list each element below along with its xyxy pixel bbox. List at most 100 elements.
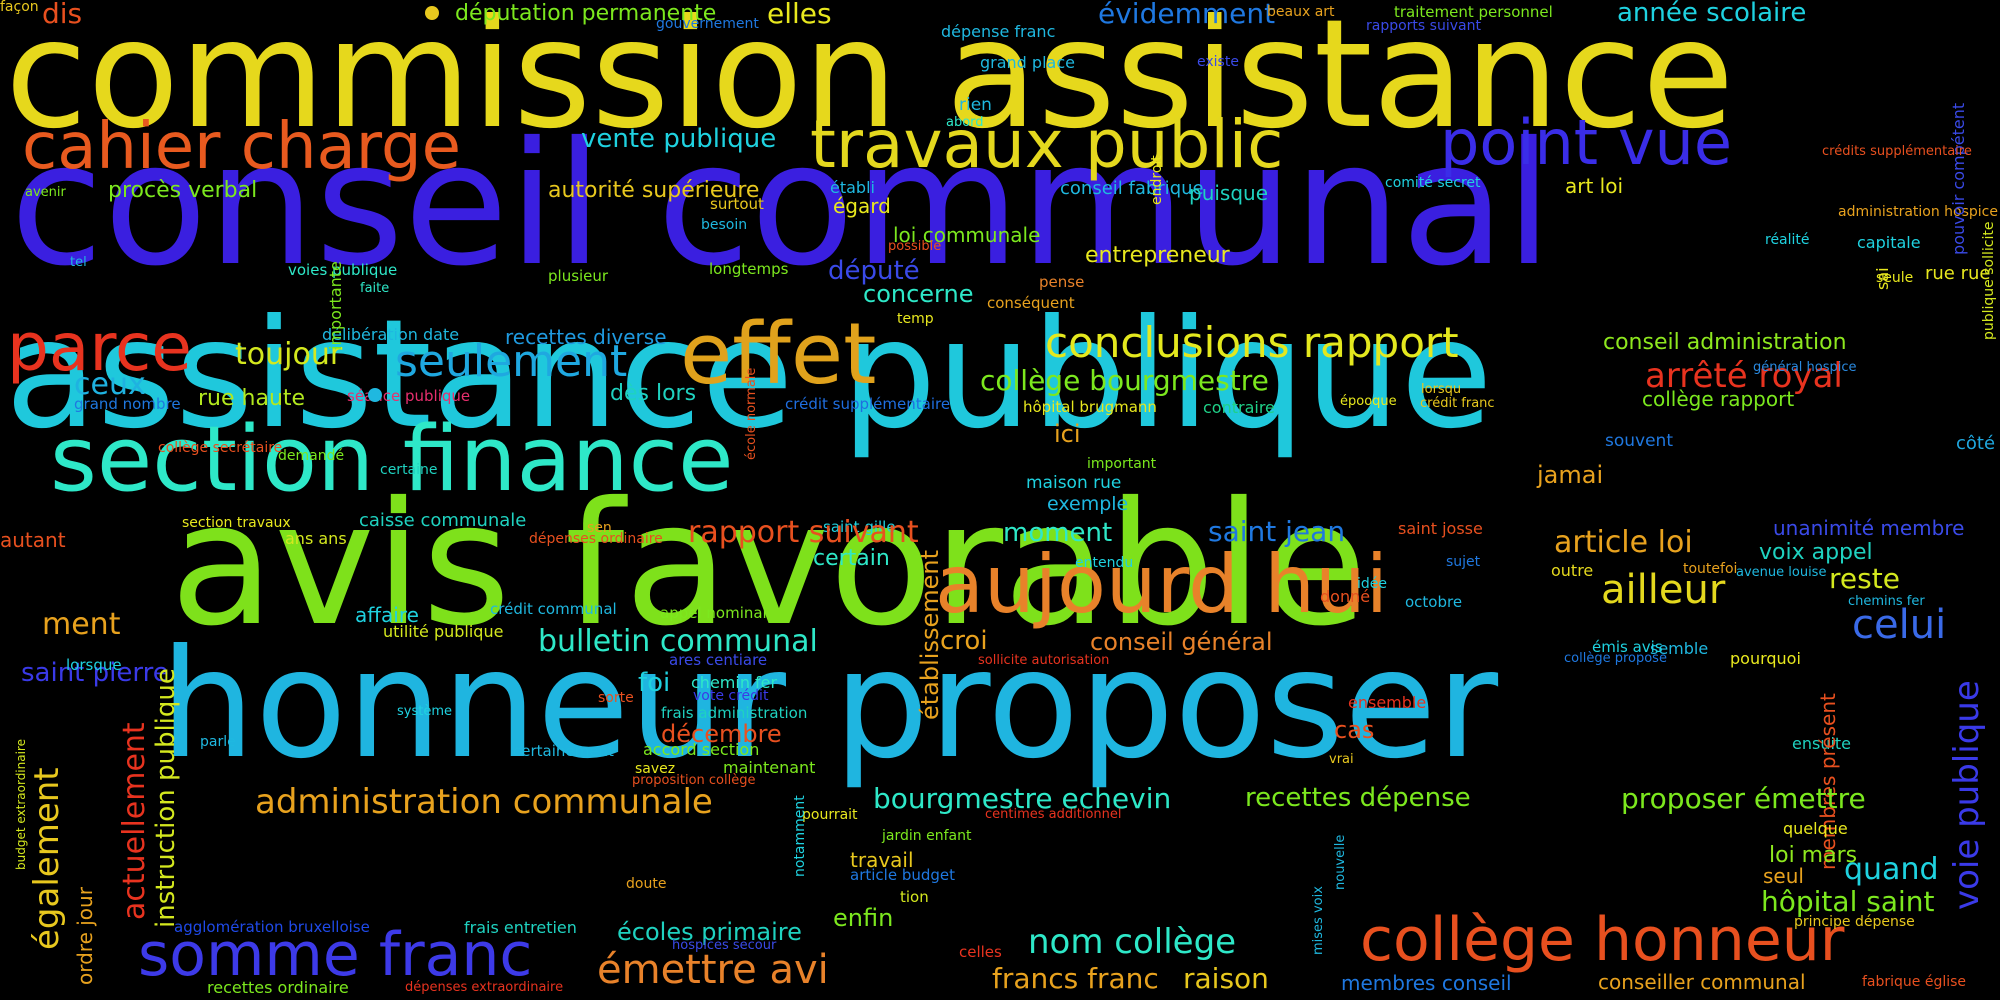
cloud-word: seul: [1763, 864, 1804, 888]
cloud-word: voie publique: [1947, 680, 1987, 910]
cloud-word: décembre: [661, 720, 782, 748]
cloud-word: existe: [1197, 54, 1239, 70]
cloud-word: saint josse: [1398, 519, 1483, 538]
cloud-word: membres conseil: [1341, 971, 1512, 995]
cloud-word: vente publique: [581, 124, 777, 154]
cloud-word: jamai: [1537, 461, 1604, 489]
cloud-word: système: [397, 704, 452, 719]
cloud-word: conclusions rapport: [1045, 318, 1459, 367]
cloud-word: sorte: [598, 690, 634, 706]
cloud-word: épooque: [1340, 394, 1397, 409]
cloud-word: réalité: [1765, 232, 1810, 248]
cloud-word: dépense franc: [941, 22, 1056, 41]
cloud-word: art loi: [1565, 174, 1624, 198]
cloud-word: article budget: [850, 866, 955, 884]
cloud-word: proposition collège: [632, 773, 756, 788]
cloud-word: demandé: [278, 448, 345, 464]
cloud-word: rien: [959, 95, 992, 115]
cloud-word: temp: [897, 311, 934, 327]
cloud-word: section travaux: [182, 515, 291, 531]
cloud-word: tion: [900, 888, 929, 906]
cloud-word: entrepreneur: [1085, 243, 1230, 268]
cloud-word: point vue: [1440, 106, 1732, 179]
cloud-word: travaux public: [810, 106, 1284, 183]
cloud-word: exemple: [1047, 493, 1129, 515]
cloud-word: gouvernement: [656, 16, 759, 32]
cloud-word: cas: [1334, 716, 1375, 744]
cloud-word: pui: [1340, 395, 1342, 396]
cloud-word: travail: [850, 848, 914, 872]
cloud-word: conséquent: [987, 294, 1075, 312]
cloud-word: côté: [1956, 433, 1996, 454]
cloud-word: importante: [326, 261, 345, 350]
cloud-word: saint jean: [1208, 515, 1346, 548]
cloud-word: façon: [0, 0, 39, 15]
cloud-word: sollicite autorisation: [978, 653, 1110, 668]
cloud-word: collège propose: [1564, 651, 1667, 666]
cloud-word: rapports suivant: [1366, 18, 1481, 34]
cloud-word: parle: [200, 734, 236, 750]
cloud-word: séance publique: [347, 387, 471, 405]
cloud-word: égard: [833, 194, 891, 218]
cloud-word: beaux art: [1267, 4, 1335, 20]
cloud-word: elles: [767, 0, 832, 30]
cloud-word: sujet: [1446, 554, 1481, 570]
cloud-word: caisse communale: [359, 510, 527, 531]
cloud-word: crédits supplémentaire: [1822, 144, 1972, 159]
cloud-word: grand nombre: [74, 395, 181, 413]
cloud-word: crédit supplémentaire: [785, 395, 951, 413]
cloud-word: recettes diverse: [505, 325, 667, 349]
cloud-word: loi mars: [1769, 843, 1858, 868]
cloud-word: section finance: [50, 407, 734, 512]
cloud-word: foi: [638, 668, 671, 698]
cloud-word: saint pierre: [21, 658, 169, 688]
cloud-word: administration communale: [255, 782, 713, 822]
cloud-word: ceux: [74, 367, 146, 402]
cloud-word: capitale: [1857, 233, 1921, 252]
cloud-word: donné: [1320, 587, 1371, 606]
cloud-word: ordre jour: [73, 887, 97, 985]
cloud-word: loi communale: [893, 223, 1041, 247]
cloud-word: dès lors: [610, 381, 697, 406]
cloud-word: instruction publique: [151, 668, 181, 928]
cloud-word: conseil général: [1090, 628, 1273, 656]
cloud-word: bulletin communal: [538, 624, 818, 659]
cloud-word: seule: [1876, 270, 1914, 286]
cloud-word: plusieur: [548, 267, 609, 285]
cloud-word: somme franc: [138, 920, 533, 990]
cloud-word: conseil fabrique: [1060, 178, 1204, 199]
cloud-word: collège honneur: [1360, 905, 1845, 975]
cloud-word: hôpital brugmann: [1023, 398, 1157, 416]
cloud-word: général hospice: [1753, 360, 1857, 375]
cloud-word: ensuite: [1792, 734, 1852, 753]
cloud-word: toujour: [235, 337, 343, 372]
cloud-word: reste: [1829, 562, 1900, 595]
cloud-word: pense: [1039, 273, 1085, 291]
cloud-word: pourrait: [802, 807, 858, 823]
cloud-word: certainement: [513, 742, 614, 760]
cloud-word: administration hospice: [1838, 204, 1998, 220]
cloud-word: vote crédit: [693, 688, 769, 704]
cloud-word: possible: [888, 239, 942, 254]
cloud-word: autant: [0, 528, 66, 552]
cloud-word: dis: [42, 0, 83, 30]
cloud-word: sai: [1873, 267, 1892, 290]
cloud-word: sen: [587, 520, 612, 536]
cloud-word: certaine: [380, 462, 438, 478]
cloud-word: grand place: [980, 53, 1075, 72]
cloud-word: centimes additionnel: [985, 807, 1122, 822]
cloud-word: lorsque: [66, 656, 122, 674]
cloud-word: article loi: [1554, 525, 1693, 560]
cloud-word: contraire: [1203, 398, 1275, 417]
cloud-word: collège bourgmestre: [980, 364, 1269, 397]
cloud-word: jardin enfant: [882, 828, 972, 844]
decorative-dot: [425, 6, 439, 20]
cloud-word: affaire: [355, 603, 419, 627]
cloud-word: ici: [1054, 420, 1081, 448]
cloud-word: année scolaire: [1617, 0, 1807, 28]
cloud-word: accord section: [643, 740, 760, 759]
cloud-word: unanimité membre: [1773, 516, 1965, 540]
cloud-word: souvent: [1605, 431, 1673, 451]
cloud-word: établissement: [916, 550, 944, 720]
